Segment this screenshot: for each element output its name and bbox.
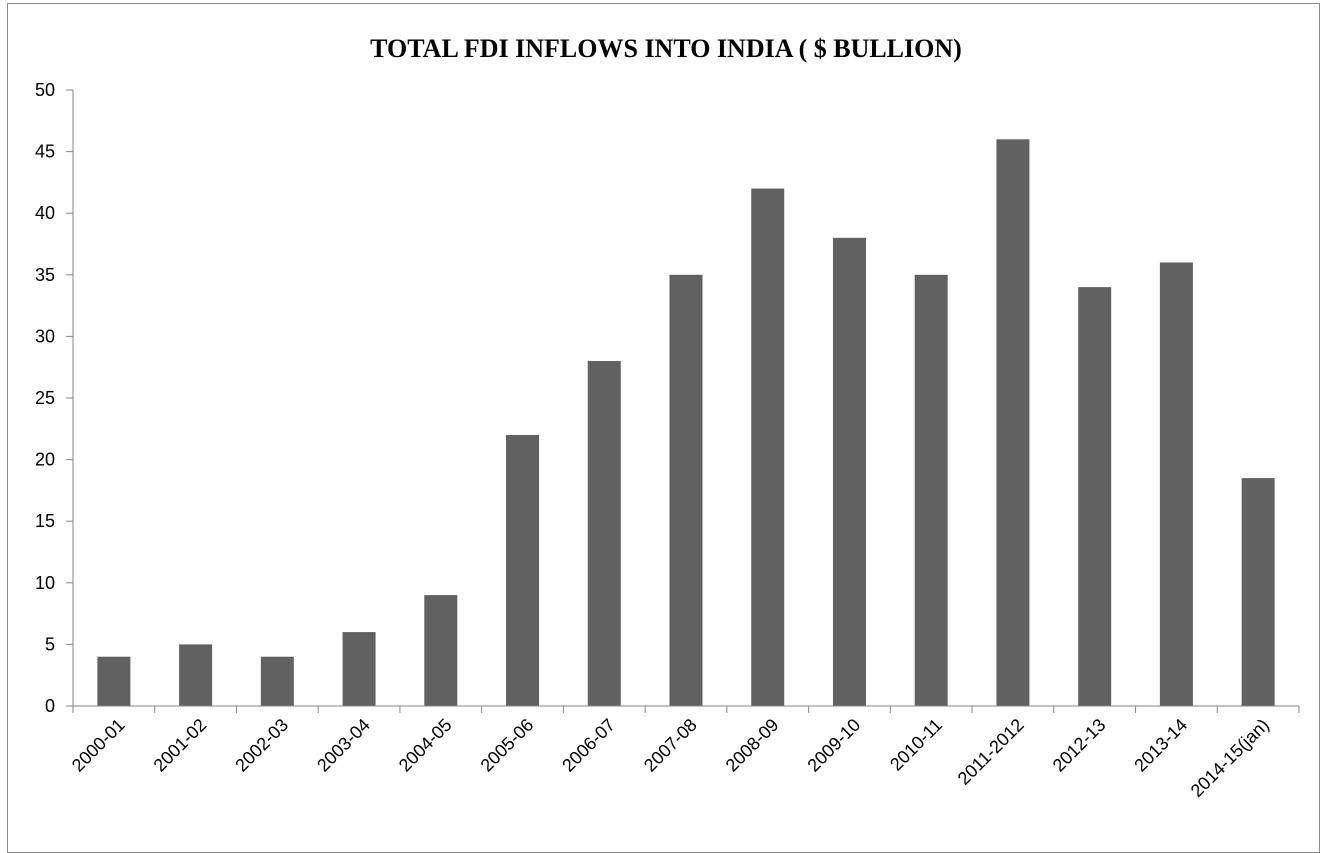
y-tick-label: 5 [45, 634, 55, 654]
y-tick-label: 10 [35, 573, 55, 593]
bar-2002-03 [260, 656, 294, 706]
y-tick-label: 50 [35, 80, 55, 100]
chart-title: TOTAL FDI INFLOWS INTO INDIA ( $ BULLION… [370, 34, 962, 63]
bar-2014-15(jan) [1241, 478, 1275, 706]
x-tick-label-2000-01: 2000-01 [68, 715, 129, 776]
y-tick-label: 15 [35, 511, 55, 531]
y-tick-labels: 0 5 10 15 20 25 30 35 40 45 50 [35, 80, 55, 716]
x-tick-labels: 2000-01 2001-02 2002-03 2003-04 2004-05 2005-… [68, 715, 1273, 801]
x-tick-label-2006-07: 2006-07 [558, 715, 619, 776]
bar-2006-07 [587, 361, 621, 706]
x-tick-label-2003-04: 2003-04 [313, 715, 374, 776]
y-tick-label: 35 [35, 265, 55, 285]
bar-2007-08 [669, 274, 703, 706]
y-tick-label: 20 [35, 450, 55, 470]
x-tick-label-2001-02: 2001-02 [150, 715, 211, 776]
x-tick-label-2011-2012: 2011-2012 [954, 715, 1028, 789]
x-tick-label-2009-10: 2009-10 [803, 715, 864, 776]
bar-2011-2012 [996, 139, 1030, 706]
x-tick-label-2002-03: 2002-03 [231, 715, 292, 776]
bar-2005-06 [506, 434, 540, 706]
bar-2003-04 [342, 632, 376, 706]
bar-2013-14 [1159, 262, 1193, 706]
y-tick-label: 25 [35, 388, 55, 408]
bar-2009-10 [832, 237, 866, 706]
y-tick-label: 45 [35, 142, 55, 162]
x-tick-label-2014-15(jan): 2014-15(jan) [1187, 715, 1273, 801]
bar-2010-11 [914, 274, 948, 706]
x-tick-label-2008-09: 2008-09 [722, 715, 783, 776]
y-tick-label: 30 [35, 326, 55, 346]
x-tick-label-2005-06: 2005-06 [477, 715, 538, 776]
bar-2012-13 [1078, 287, 1112, 706]
bar-2001-02 [179, 644, 213, 706]
bar-2004-05 [424, 595, 458, 706]
bar-2008-09 [751, 188, 785, 706]
x-tick-label-2004-05: 2004-05 [395, 715, 456, 776]
y-tick-label: 0 [45, 696, 55, 716]
axes-group [66, 89, 1300, 713]
bars-group [97, 139, 1275, 706]
x-tick-label-2007-08: 2007-08 [640, 715, 701, 776]
y-tick-label: 40 [35, 203, 55, 223]
x-tick-label-2010-11: 2010-11 [886, 715, 946, 775]
x-tick-label-2012-13: 2012-13 [1049, 715, 1110, 776]
x-tick-label-2013-14: 2013-14 [1130, 715, 1191, 776]
bar-2000-01 [97, 656, 131, 706]
